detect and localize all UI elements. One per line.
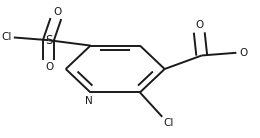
Text: N: N xyxy=(85,96,93,106)
Text: Cl: Cl xyxy=(2,32,12,43)
Text: O: O xyxy=(239,48,248,58)
Text: O: O xyxy=(195,20,203,30)
Text: Cl: Cl xyxy=(164,118,174,128)
Text: O: O xyxy=(46,63,54,72)
Text: S: S xyxy=(45,34,52,47)
Text: O: O xyxy=(53,6,61,17)
